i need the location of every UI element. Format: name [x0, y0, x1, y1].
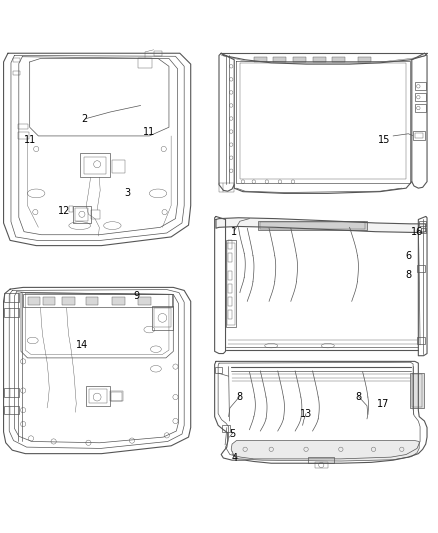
Text: 8: 8 [237, 392, 243, 402]
Bar [110, 391, 123, 401]
Bar [84, 157, 106, 174]
Bar [73, 206, 91, 223]
Bar [415, 104, 426, 112]
Bar [80, 154, 110, 177]
Text: 14: 14 [76, 340, 88, 350]
Bar [92, 210, 100, 219]
Text: 3: 3 [124, 188, 131, 198]
Bar [138, 297, 151, 305]
Text: 2: 2 [81, 114, 87, 124]
Bar [273, 56, 286, 62]
Bar [4, 389, 19, 397]
Text: 11: 11 [143, 126, 155, 136]
Bar [113, 160, 125, 173]
Bar [43, 297, 55, 305]
Text: 16: 16 [411, 227, 423, 237]
Bar [228, 254, 232, 262]
Bar [228, 271, 232, 279]
Bar [86, 386, 110, 406]
Bar [332, 56, 345, 62]
Bar [4, 308, 19, 317]
Bar [222, 425, 230, 432]
Text: 15: 15 [378, 135, 391, 146]
Bar [154, 51, 162, 56]
Bar [28, 297, 40, 305]
Bar [313, 56, 325, 62]
Bar [89, 389, 107, 403]
Bar [415, 133, 423, 138]
Bar [154, 308, 171, 327]
Bar [111, 392, 122, 400]
Bar [4, 294, 19, 302]
Text: 6: 6 [405, 251, 411, 261]
Bar [228, 284, 232, 293]
Bar [260, 222, 365, 229]
Bar [86, 297, 99, 305]
Bar [254, 56, 267, 62]
Bar [417, 265, 425, 272]
Bar [75, 208, 88, 221]
Text: 11: 11 [24, 135, 36, 146]
Bar [415, 83, 426, 90]
Bar [258, 221, 367, 230]
Bar [420, 228, 426, 233]
Text: 5: 5 [229, 429, 235, 439]
Bar [23, 294, 172, 306]
Bar [413, 131, 425, 140]
Bar [293, 56, 306, 62]
Bar [308, 457, 334, 463]
Text: 9: 9 [133, 290, 139, 301]
Bar [228, 310, 232, 319]
Bar [18, 133, 29, 139]
Bar [228, 240, 232, 249]
Bar [18, 124, 28, 130]
Bar [138, 59, 152, 68]
Bar [415, 93, 426, 101]
Text: 1: 1 [231, 227, 237, 237]
Bar [13, 58, 20, 62]
Polygon shape [231, 441, 419, 461]
Bar [226, 240, 237, 327]
Text: 4: 4 [231, 453, 237, 463]
Bar [215, 367, 223, 373]
Polygon shape [216, 218, 426, 232]
Text: 8: 8 [405, 270, 411, 280]
Bar [417, 337, 425, 344]
Bar [228, 297, 232, 305]
Bar [219, 183, 234, 192]
Text: 12: 12 [58, 206, 71, 216]
Text: 8: 8 [355, 392, 361, 402]
Bar [113, 297, 124, 305]
Bar [358, 56, 371, 62]
Bar [419, 221, 426, 227]
Bar [4, 406, 19, 415]
Text: 13: 13 [300, 409, 312, 419]
Bar [315, 462, 328, 467]
Bar [69, 206, 73, 212]
Text: 17: 17 [377, 399, 390, 409]
Bar [412, 375, 422, 407]
Bar [227, 243, 235, 325]
Bar [62, 297, 74, 305]
Bar [410, 373, 424, 408]
Bar [152, 305, 173, 329]
Bar [13, 71, 20, 75]
